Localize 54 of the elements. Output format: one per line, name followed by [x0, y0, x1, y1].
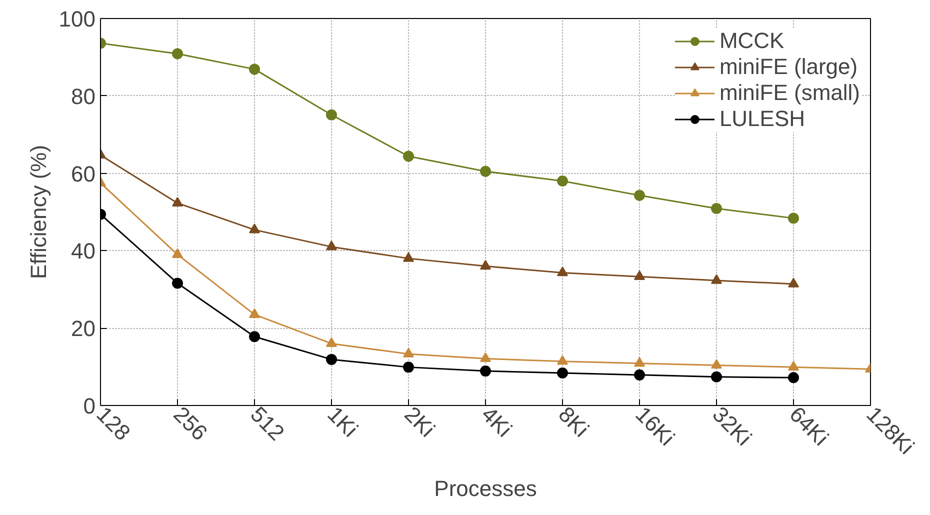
y-tick-label: 40 [71, 238, 96, 264]
point [249, 331, 260, 342]
point [172, 248, 183, 258]
x-tick-label: 2Ki [400, 402, 440, 442]
point [711, 274, 722, 284]
point [634, 369, 645, 380]
point [403, 348, 414, 358]
point [557, 176, 568, 187]
point [480, 260, 491, 270]
legend-label: LULESH [719, 106, 806, 132]
point [403, 150, 414, 162]
point [711, 203, 722, 214]
point [711, 371, 722, 382]
point [403, 362, 414, 373]
legend-label: MCCK [719, 28, 784, 54]
x-tick-label: 256 [168, 402, 212, 446]
point [788, 372, 799, 384]
y-axis-title: Efficiency (%) [26, 144, 51, 280]
point [326, 354, 337, 365]
point [249, 224, 260, 234]
legend-label: miniFE (large) [719, 54, 858, 80]
x-tick-label: 512 [246, 402, 290, 446]
point [403, 252, 414, 262]
point [788, 212, 799, 224]
point [326, 337, 337, 347]
x-axis-title: Processes [434, 476, 537, 501]
x-tick-label: 4Ki [476, 402, 517, 442]
point [480, 166, 491, 177]
point [326, 240, 337, 250]
point [249, 308, 260, 318]
y-tick-label: 80 [71, 84, 96, 109]
point [326, 109, 337, 120]
legend-label: miniFE (small) [719, 80, 860, 106]
point [172, 196, 183, 206]
y-tick-label: 60 [71, 161, 96, 186]
point [557, 266, 568, 276]
x-tick-label: 1Ki [322, 402, 363, 442]
x-tick-label: 8Ki [554, 402, 594, 442]
point [634, 270, 645, 280]
point [788, 360, 799, 371]
point [172, 278, 183, 289]
point [634, 357, 645, 367]
point [634, 190, 645, 201]
point [788, 278, 799, 288]
y-tick-label: 0 [83, 394, 96, 418]
y-tick-label: 20 [71, 316, 96, 342]
point [480, 352, 491, 362]
point [249, 64, 260, 75]
point [172, 48, 183, 60]
point [711, 358, 722, 369]
point [480, 366, 491, 377]
y-tick-label: 100 [58, 6, 96, 32]
point [557, 368, 568, 378]
point [557, 355, 568, 365]
